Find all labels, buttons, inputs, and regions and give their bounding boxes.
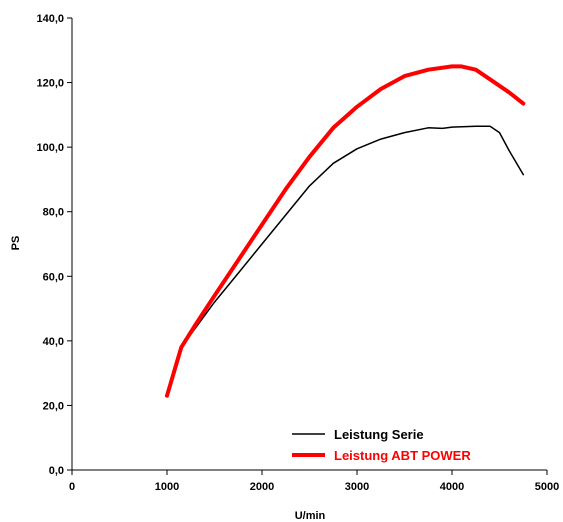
y-tick-label: 0,0: [49, 465, 64, 477]
legend: Leistung Serie Leistung ABT POWER: [292, 427, 471, 463]
series-line-serie: [166, 125, 525, 397]
x-tick-label: 0: [69, 481, 75, 493]
x-tick-label: 4000: [440, 481, 464, 493]
series-line-abt-power: [165, 64, 526, 398]
y-tick-label: 40,0: [43, 336, 64, 348]
y-tick-label: 120,0: [36, 78, 64, 90]
y-tick-label: 60,0: [43, 271, 64, 283]
x-tick-label: 5000: [535, 481, 559, 493]
x-tick-label: 1000: [155, 481, 179, 493]
y-axis-ticks: 0,0 20,0 40,0 60,0 80,0 100,0 120,0 140,0: [36, 13, 72, 477]
x-axis-ticks: 0 1000 2000 3000 4000 5000: [69, 470, 559, 493]
y-tick-label: 100,0: [36, 142, 64, 154]
y-tick-label: 80,0: [43, 207, 64, 219]
series-layer: [165, 64, 526, 398]
y-tick-label: 20,0: [43, 400, 64, 412]
y-axis-title: PS: [10, 236, 22, 251]
y-tick-label: 140,0: [36, 13, 64, 25]
x-tick-label: 3000: [345, 481, 369, 493]
legend-label-serie: Leistung Serie: [334, 427, 424, 442]
legend-label-abt: Leistung ABT POWER: [334, 448, 471, 463]
x-tick-label: 2000: [250, 481, 274, 493]
x-axis-title: U/min: [295, 510, 326, 522]
